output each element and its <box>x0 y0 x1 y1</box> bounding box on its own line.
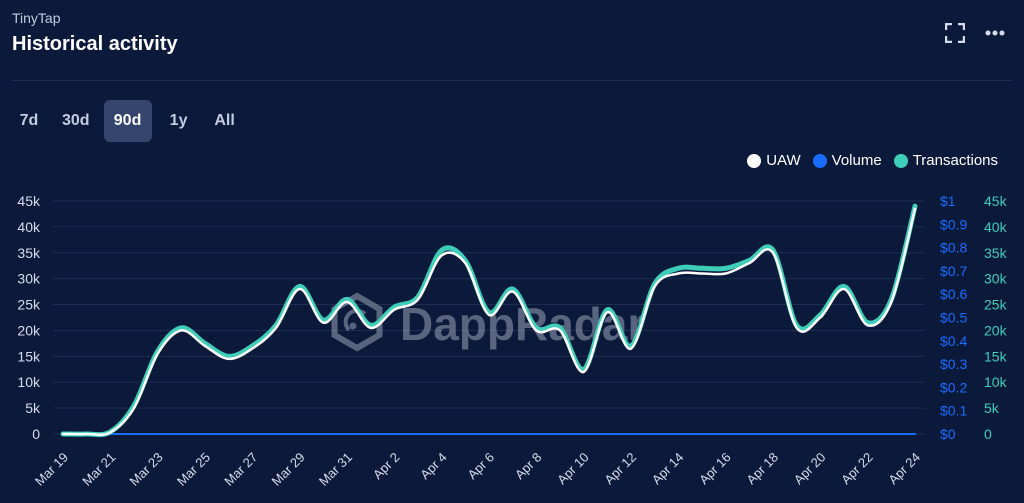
period-30d[interactable]: 30d <box>62 112 90 129</box>
x-tick-label: Apr 4 <box>417 450 450 483</box>
fullscreen-icon[interactable] <box>944 22 966 44</box>
left-tick-label: 45k <box>17 193 41 209</box>
transactions-tick-label: 0 <box>984 426 992 442</box>
chart-title: Historical activity <box>12 33 178 55</box>
left-axis-ticks: 0 5k 10k 15k 20k 25k 30k 35k 40k 45k <box>17 193 41 442</box>
period-7d[interactable]: 7d <box>19 112 39 129</box>
grid-lines <box>53 200 925 435</box>
volume-tick-label: $0.7 <box>940 263 967 279</box>
x-tick-label: Mar 19 <box>32 450 71 489</box>
transactions-tick-label: 40k <box>984 219 1008 235</box>
period-1y[interactable]: 1y <box>169 112 188 129</box>
x-axis-ticks: Mar 19 Mar 21 Mar 23 Mar 25 Mar 27 Mar 29 Mar … <box>32 450 923 489</box>
legend-volume[interactable]: Volume <box>812 152 882 169</box>
transactions-tick-label: 35k <box>984 245 1008 261</box>
left-tick-label: 25k <box>17 297 41 313</box>
legend-uaw-label: UAW <box>766 152 801 169</box>
legend-transactions-dot <box>893 153 908 168</box>
x-tick-label: Apr 18 <box>743 450 781 488</box>
x-tick-label: Apr 20 <box>791 450 829 488</box>
volume-tick-label: $0.6 <box>940 286 967 302</box>
x-tick-label: Mar 21 <box>79 450 118 489</box>
x-tick-label: Mar 25 <box>174 450 213 489</box>
volume-tick-label: $0.4 <box>940 333 967 349</box>
volume-tick-label: $0.3 <box>940 356 967 372</box>
transactions-tick-label: 10k <box>984 374 1008 390</box>
x-tick-label: Apr 6 <box>465 450 498 483</box>
legend-transactions-label: Transactions <box>912 152 998 169</box>
left-tick-label: 35k <box>17 245 41 261</box>
legend-volume-label: Volume <box>831 152 882 169</box>
volume-tick-label: $0.9 <box>940 216 967 232</box>
legend-uaw-dot <box>747 153 762 168</box>
app-name: TinyTap <box>12 10 61 26</box>
legend-volume-dot <box>812 153 827 168</box>
watermark-logo-arc-icon <box>343 308 367 332</box>
x-tick-label: Mar 27 <box>221 450 260 489</box>
left-tick-label: 30k <box>17 271 41 287</box>
right-axis-transactions-ticks: 0 5k 10k 15k 20k 25k 30k 35k 40k 45k <box>984 193 1008 442</box>
left-tick-label: 0 <box>32 426 40 442</box>
transactions-tick-label: 20k <box>984 322 1008 338</box>
period-selector: 7d 30d 90d 1y All <box>10 100 244 142</box>
transactions-tick-label: 30k <box>984 271 1008 287</box>
x-tick-label: Apr 24 <box>885 450 923 488</box>
volume-tick-label: $0.8 <box>940 240 967 256</box>
x-tick-label: Apr 14 <box>649 450 687 488</box>
volume-tick-label: $1 <box>940 193 956 209</box>
transactions-tick-label: 15k <box>984 348 1008 364</box>
legend-transactions[interactable]: Transactions <box>893 152 998 169</box>
period-90d[interactable]: 90d <box>103 100 152 142</box>
series-lines <box>60 203 918 438</box>
volume-tick-label: $0.1 <box>940 403 967 419</box>
left-tick-label: 40k <box>17 219 41 235</box>
watermark-logo-dot-icon <box>349 322 357 330</box>
transactions-tick-label: 5k <box>984 400 1000 416</box>
x-tick-label: Apr 8 <box>512 450 545 483</box>
x-tick-label: Apr 12 <box>601 450 639 488</box>
more-icon[interactable] <box>984 22 1006 44</box>
transactions-tick-label: 25k <box>984 297 1008 313</box>
x-tick-label: Apr 22 <box>838 450 876 488</box>
volume-tick-label: $0 <box>940 426 956 442</box>
legend-uaw[interactable]: UAW <box>747 152 801 169</box>
x-tick-label: Mar 23 <box>127 450 166 489</box>
right-axis-volume-ticks: $0 $0.1 $0.2 $0.3 $0.4 $0.5 $0.6 $0.7 $0.8 $0.9 $1 <box>940 193 967 442</box>
series-line-uaw <box>61 207 917 437</box>
x-tick-label: Mar 29 <box>269 450 308 489</box>
period-all[interactable]: All <box>214 112 235 129</box>
x-tick-label: Apr 16 <box>696 450 734 488</box>
x-tick-label: Mar 31 <box>316 450 355 489</box>
x-tick-label: Apr 2 <box>370 450 403 483</box>
volume-tick-label: $0.5 <box>940 310 967 326</box>
transactions-tick-label: 45k <box>984 193 1008 209</box>
volume-tick-label: $0.2 <box>940 379 967 395</box>
chart-legend: UAW Volume Transactions <box>747 152 998 169</box>
left-tick-label: 20k <box>17 322 41 338</box>
left-tick-label: 15k <box>17 348 41 364</box>
x-tick-label: Apr 10 <box>554 450 592 488</box>
left-tick-label: 10k <box>17 374 41 390</box>
left-tick-label: 5k <box>25 400 41 416</box>
header-divider <box>12 80 1012 81</box>
